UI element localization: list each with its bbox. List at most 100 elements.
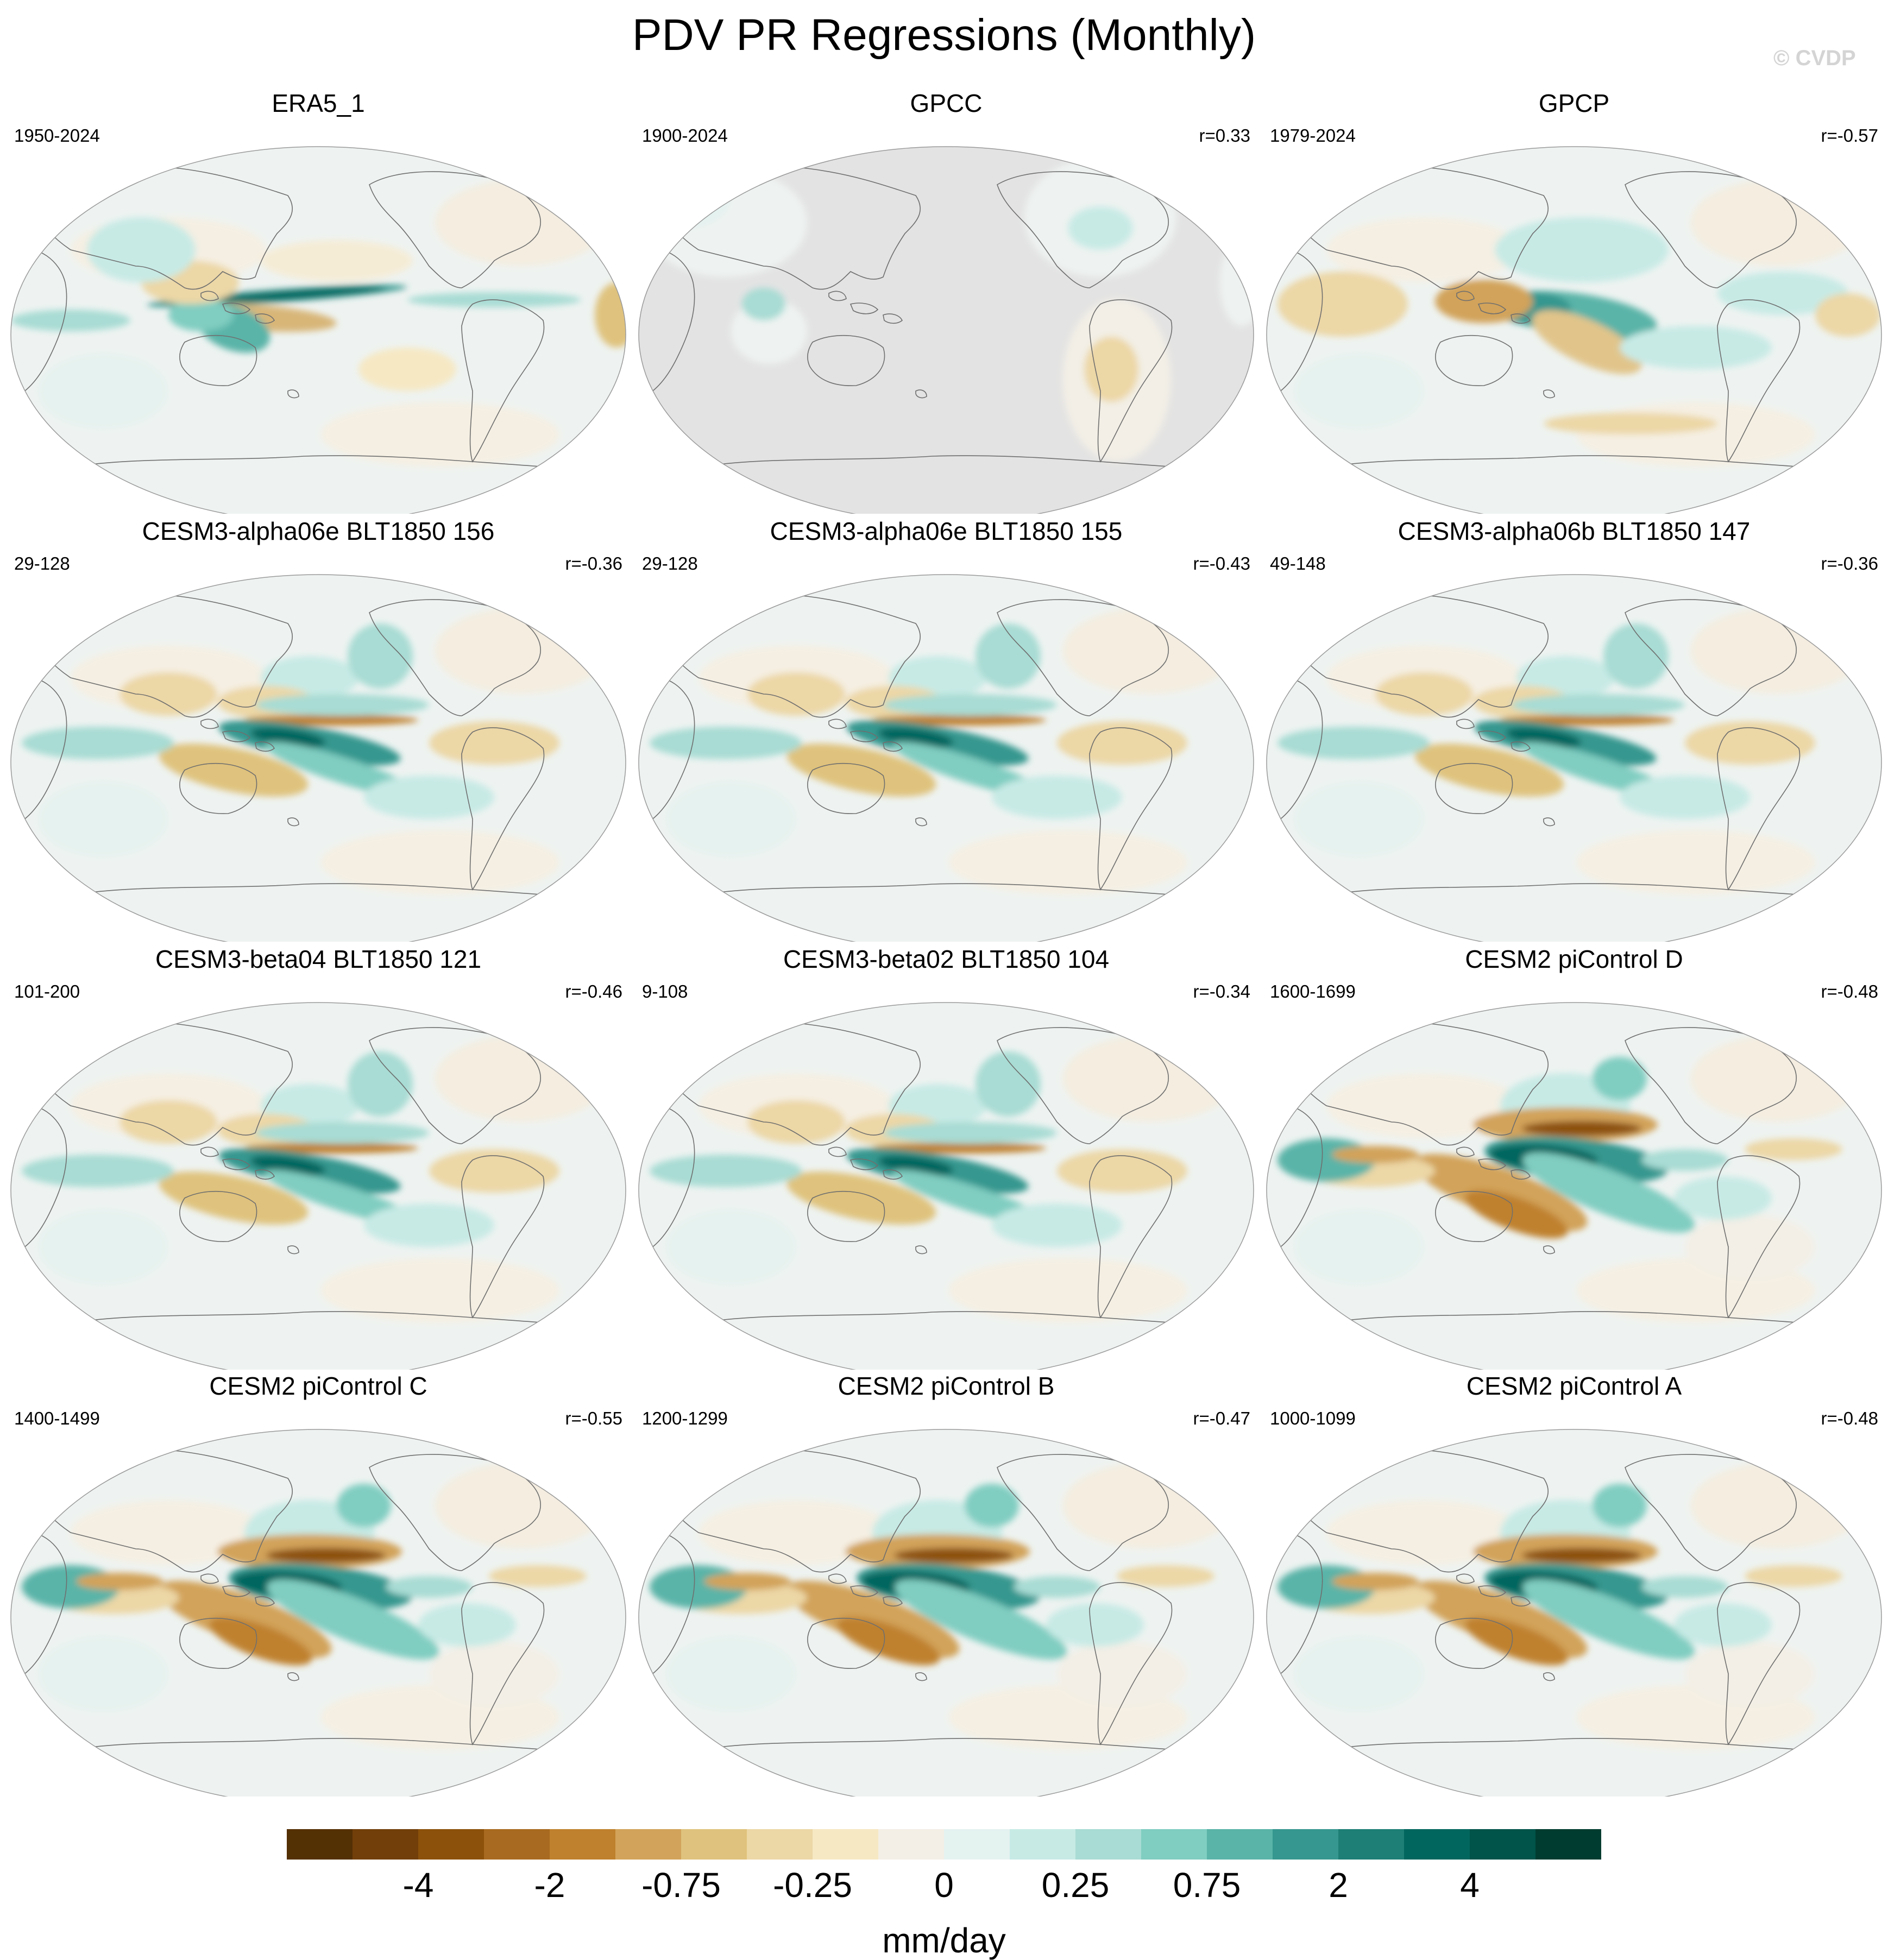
colorbar-bin — [878, 1829, 944, 1860]
coastline — [1477, 1158, 1507, 1170]
coastline — [915, 817, 927, 827]
anomaly-region — [1014, 1576, 1100, 1598]
anomaly-region — [244, 1143, 418, 1154]
anomaly-region — [1062, 1035, 1236, 1122]
anomaly-region — [650, 1155, 802, 1187]
coastline — [1456, 1146, 1475, 1157]
coastline — [1625, 599, 1797, 716]
anomaly-region — [1690, 607, 1864, 694]
coastline — [660, 166, 921, 290]
anomaly-region — [364, 776, 494, 819]
panel-years: 49-148 — [1270, 553, 1326, 573]
coastline — [1477, 730, 1507, 742]
coastline — [255, 313, 275, 324]
coastline — [1738, 582, 1783, 608]
coastline — [997, 1454, 1169, 1571]
anomaly-region — [948, 830, 1187, 895]
coastline — [997, 1027, 1169, 1144]
coastline — [1477, 302, 1507, 314]
anomaly-region — [87, 217, 196, 282]
coastline — [32, 594, 293, 718]
anomaly-region — [666, 1636, 796, 1712]
coastline — [1717, 299, 1801, 463]
anomaly-region — [119, 1100, 217, 1144]
colorbar-tick-label: -2 — [534, 1866, 565, 1905]
coastline — [828, 1146, 847, 1157]
coastline — [461, 1155, 545, 1319]
coastline — [222, 730, 251, 742]
coastline — [883, 313, 903, 324]
anomaly-region — [883, 694, 1057, 716]
anomaly-region — [1532, 310, 1642, 374]
coastline — [287, 1672, 299, 1681]
colorbar-bin — [944, 1829, 1010, 1860]
anomaly-region — [255, 1122, 429, 1144]
anomaly-region — [320, 402, 559, 467]
coastline — [997, 171, 1169, 288]
coastline — [1543, 389, 1555, 399]
coastline — [70, 455, 549, 468]
anomaly-region — [872, 1143, 1046, 1154]
coastline — [287, 817, 299, 827]
coastline — [16, 248, 67, 397]
coastline — [179, 762, 257, 814]
coastline — [255, 1596, 275, 1607]
panel-title: CESM2 piControl C — [209, 1372, 427, 1400]
coastline — [1272, 1531, 1323, 1680]
coastline — [461, 299, 545, 463]
anomaly-region — [22, 727, 174, 759]
anomaly-region — [1690, 1035, 1864, 1122]
colorbar-bin — [681, 1829, 747, 1860]
coastline — [883, 741, 903, 752]
panel-years: 1200-1299 — [642, 1408, 728, 1428]
anomaly-region — [1511, 694, 1685, 716]
coastline — [1089, 727, 1173, 891]
anomaly-region — [168, 299, 234, 331]
coastline — [1625, 1454, 1797, 1571]
anomaly-region — [595, 282, 626, 348]
coastline — [644, 1531, 695, 1680]
coastline — [16, 676, 67, 825]
coastline — [1435, 335, 1513, 386]
coastline — [32, 166, 293, 290]
anomaly-region — [872, 715, 1046, 726]
anomaly-region — [1277, 727, 1430, 759]
anomaly-region — [119, 672, 217, 716]
coastline — [200, 291, 219, 301]
coastline — [1435, 1617, 1513, 1669]
coastline — [255, 741, 275, 752]
colorbar-bin — [287, 1829, 353, 1860]
anomaly-region — [1522, 1121, 1641, 1136]
anomaly-region — [1593, 1057, 1647, 1100]
anomaly-region — [1117, 1565, 1214, 1587]
panel-correlation: r=-0.55 — [565, 1408, 622, 1428]
coastline — [660, 1022, 921, 1146]
anomaly-region — [1062, 1462, 1236, 1549]
anomaly-region — [1326, 217, 1522, 282]
colorbar-tick-label: -4 — [403, 1866, 434, 1905]
anomaly-region — [1500, 715, 1674, 726]
map — [10, 146, 626, 514]
panel-title: CESM2 piControl A — [1466, 1372, 1682, 1400]
colorbar-units: mm/day — [882, 1921, 1006, 1960]
colorbar-tick-label: 2 — [1329, 1866, 1348, 1905]
coastline — [369, 171, 541, 288]
anomaly-region — [1495, 217, 1669, 282]
coastline — [883, 1596, 903, 1607]
coastline — [1272, 1104, 1323, 1253]
anomaly-region — [1435, 280, 1533, 323]
coastline — [70, 1311, 549, 1324]
anomaly-region — [1690, 179, 1864, 266]
coastline — [1326, 1738, 1805, 1750]
coastline — [200, 719, 219, 729]
panel-correlation: r=-0.34 — [1193, 981, 1250, 1001]
anomaly-region — [435, 179, 608, 266]
coastline — [1511, 1596, 1531, 1607]
anomaly-region — [386, 1576, 473, 1598]
coastline — [1477, 1585, 1507, 1597]
coastline — [849, 1158, 879, 1170]
watermark: © CVDP — [1773, 46, 1856, 70]
colorbar-bin — [1535, 1829, 1601, 1860]
anomaly-region — [159, 1171, 309, 1225]
coastline — [644, 248, 695, 397]
